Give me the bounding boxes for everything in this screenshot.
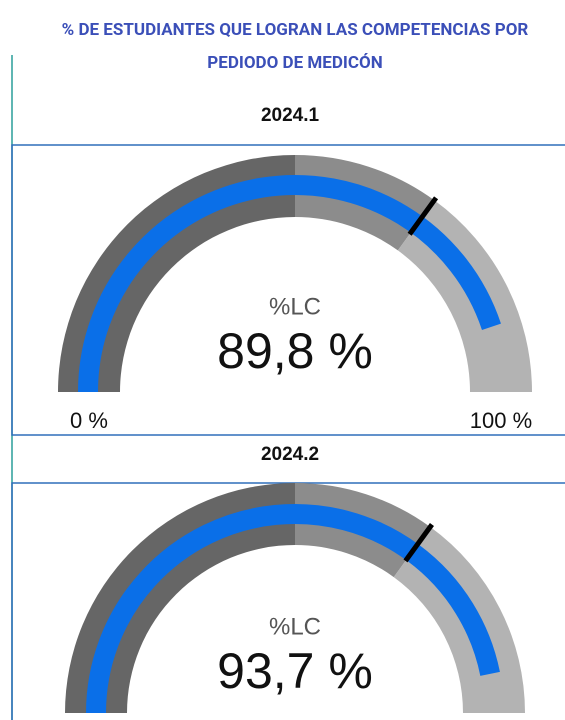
gauge-label: %LC: [269, 293, 321, 320]
gauge-target: [407, 196, 439, 236]
gauge-title: 2024.2: [261, 444, 319, 465]
gauge-value: 93,7 %: [217, 643, 373, 699]
gauge-min-label: 0 %: [70, 408, 108, 433]
gauge-max-label: 100 %: [470, 408, 532, 433]
gauge-value-arc: [86, 504, 500, 714]
gauge-band: [58, 155, 295, 392]
gauge-value-arc: [78, 175, 501, 393]
gauge-band: [65, 483, 295, 713]
panel-border: [11, 482, 565, 720]
gauge-target: [403, 523, 434, 563]
gauge-value: 89,8 %: [217, 323, 373, 379]
gauge-label: %LC: [269, 613, 321, 640]
panel-border: [11, 144, 565, 436]
gauge-title: 2024.1: [261, 105, 320, 126]
dashboard-title: % DE ESTUDIANTES QUE LOGRAN LAS COMPETEN…: [61, 20, 529, 73]
